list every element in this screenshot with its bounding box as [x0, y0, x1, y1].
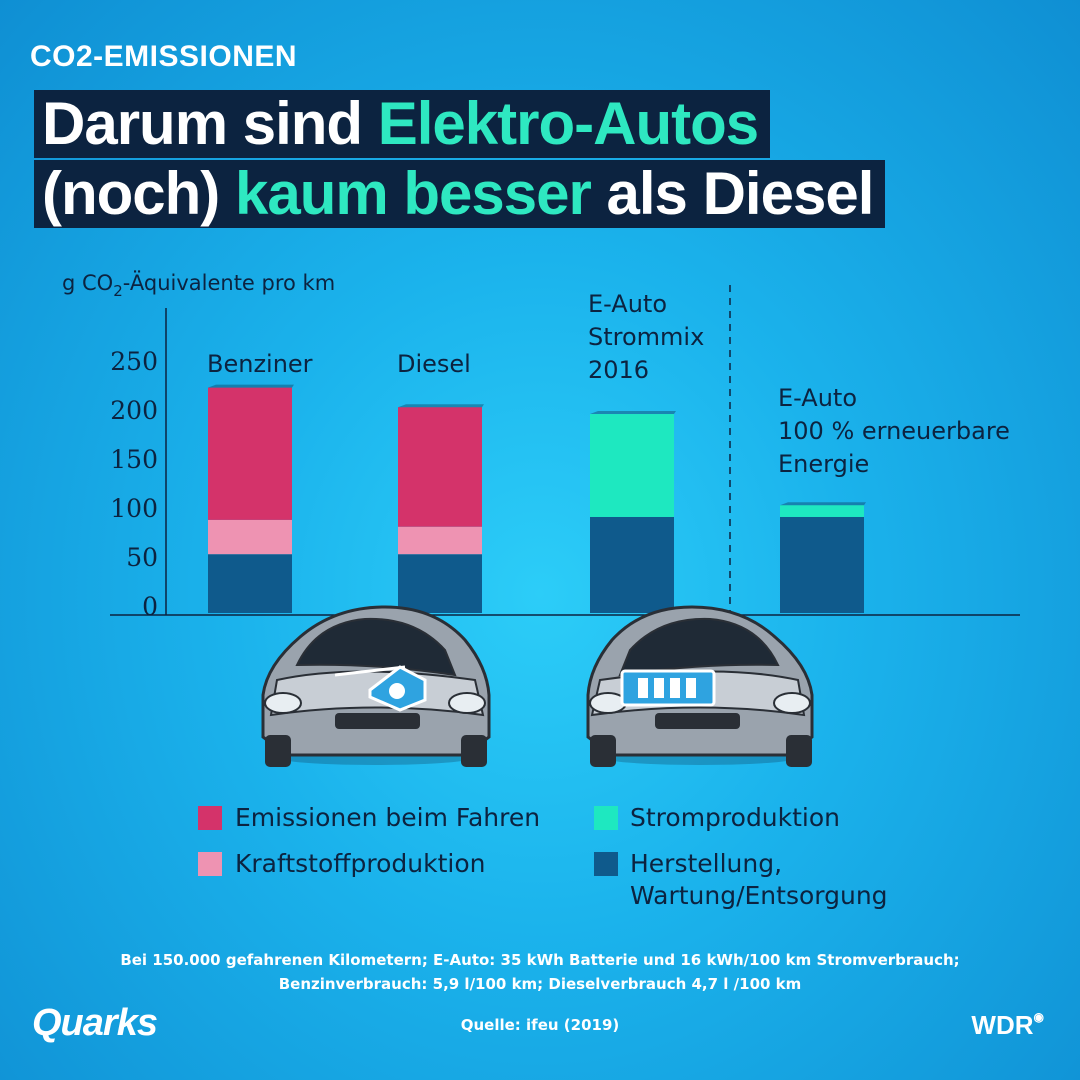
legend-label-herstellung-2: Wartung/Entsorgung	[630, 881, 888, 910]
category-label: 100 % erneuerbare	[778, 417, 1010, 445]
source: Quelle: ifeu (2019)	[460, 1016, 620, 1034]
headline-line-1: Darum sind Elektro-Autos	[34, 90, 771, 158]
wdr-logo-mark: ◉	[1033, 1010, 1044, 1024]
wdr-logo: WDR◉	[971, 1010, 1044, 1041]
category-labels: Benziner Diesel E-Auto Strommix 2016 E-Auto 10…	[207, 290, 1010, 478]
bar-segment-herstellung	[208, 554, 292, 613]
legend-swatch-herstellung	[594, 852, 618, 876]
bar-segment-strom	[780, 505, 864, 517]
bar-top-cap	[208, 384, 294, 388]
bar-segment-emissionen	[398, 407, 482, 527]
y-tick-label: 200	[110, 396, 158, 425]
category-label: Strommix	[588, 323, 704, 351]
legend-label-kraftstoff: Kraftstoffproduktion	[235, 849, 486, 878]
bar-top-cap	[780, 502, 866, 506]
category-label: E-Auto	[588, 290, 667, 318]
footnote-line-1: Bei 150.000 gefahrenen Kilometern; E-Aut…	[120, 951, 960, 969]
legend-swatch-kraftstoff	[198, 852, 222, 876]
headline-part: Darum sind	[42, 90, 378, 157]
kicker: CO2-EMISSIONEN	[30, 40, 298, 73]
y-ticks: 0 50 100 150 200 250	[110, 347, 158, 621]
bar-segment-herstellung	[590, 516, 674, 613]
bar-top-cap	[590, 411, 676, 415]
headline-highlight: Elektro-Autos	[377, 90, 759, 157]
bar-segment-kraftstoff	[398, 526, 482, 555]
y-tick-label: 100	[110, 494, 158, 523]
y-axis-label: g CO2-Äquivalente pro km	[62, 270, 335, 300]
category-label: Diesel	[397, 350, 471, 378]
y-tick-label: 250	[110, 347, 158, 376]
chart: g CO2-Äquivalente pro km 0 50 100 150 200 250…	[62, 270, 1020, 767]
category-label: Benziner	[207, 350, 313, 378]
headline-line-2: (noch) kaum besser als Diesel	[34, 160, 886, 228]
y-tick-label: 0	[142, 592, 158, 621]
category-label: E-Auto	[778, 384, 857, 412]
headline-part: (noch)	[42, 160, 235, 227]
y-tick-label: 150	[110, 445, 158, 474]
wdr-logo-text: WDR	[971, 1010, 1034, 1040]
legend-swatch-strom	[594, 806, 618, 830]
bar-segment-herstellung	[780, 516, 864, 613]
category-label: 2016	[588, 356, 649, 384]
y-tick-label: 50	[126, 543, 158, 572]
category-label: Energie	[778, 450, 869, 478]
bar-segment-herstellung	[398, 554, 482, 613]
headline-part: als Diesel	[590, 160, 875, 227]
bar-segment-kraftstoff	[208, 519, 292, 555]
quarks-logo: Quarks	[32, 1002, 158, 1044]
legend-label-strom: Stromproduktion	[630, 803, 841, 832]
legend-label-emissionen: Emissionen beim Fahren	[235, 803, 541, 832]
legend-label-herstellung-1: Herstellung,	[630, 849, 783, 878]
headline-highlight: kaum besser	[234, 160, 592, 227]
bar-top-cap	[398, 404, 484, 408]
bars	[208, 384, 866, 613]
footnote-line-2: Benzinverbrauch: 5,9 l/100 km; Dieselver…	[278, 975, 802, 993]
legend-swatch-emissionen	[198, 806, 222, 830]
bar-segment-strom	[590, 414, 674, 517]
bar-segment-emissionen	[208, 387, 292, 520]
electric-car-icon	[586, 605, 814, 767]
gasoline-car-icon	[261, 605, 491, 767]
